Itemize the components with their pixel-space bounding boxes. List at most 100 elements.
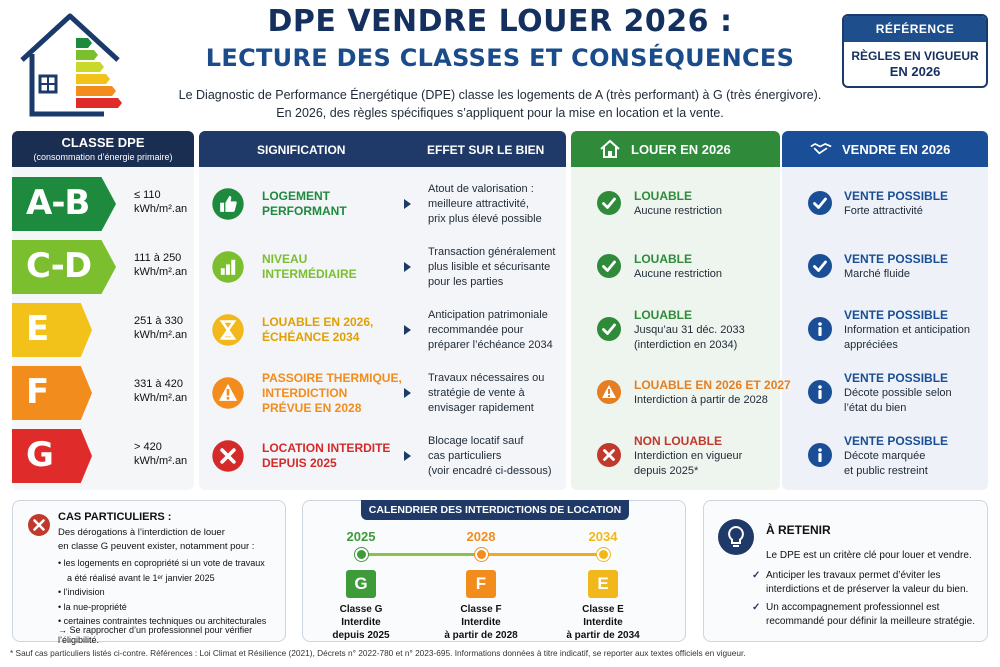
arrow-marker-icon (404, 262, 411, 272)
panel-signification (199, 167, 566, 490)
signification-line: INTERMÉDIAIRE (262, 267, 357, 281)
louer-status-detail: Aucune restriction (634, 204, 722, 219)
vendre-status-detail: Forte attractivité (844, 204, 923, 219)
dpe-class-badge: G (12, 429, 92, 483)
timeline-dot (355, 548, 368, 561)
vendre-status-detail: Décote possible selon l’état du bien (844, 386, 952, 416)
column-header-classe: CLASSE DPE (consommation d’énergie prima… (12, 131, 194, 167)
signification-icon-wrap (211, 376, 245, 410)
energy-range-value: > 420 (134, 441, 162, 453)
vendre-status-icon-wrap (807, 379, 833, 405)
louer-status-title: LOUABLE EN 2026 ET 2027 (634, 378, 791, 392)
effet-line: Atout de valorisation : (428, 182, 534, 195)
vendre-detail-line: Forte attractivité (844, 205, 923, 217)
bar-chart-icon (212, 251, 244, 283)
calendar-title: CALENDRIER DES INTERDICTIONS DE LOCATION (361, 500, 629, 520)
vendre-status-title: VENTE POSSIBLE (844, 307, 949, 322)
signification-icon-wrap (211, 313, 245, 347)
vendre-detail-line: Décote possible selon (844, 386, 952, 399)
louer-status-icon-wrap (596, 379, 622, 405)
dpe-class-letter: G (26, 435, 54, 475)
cross-circle-icon (597, 443, 621, 467)
calendar-year: 2025 (346, 529, 376, 544)
house-icon (600, 139, 620, 158)
vendre-detail-line: Marché fluide (844, 268, 911, 280)
effet-line: prix plus élevé possible (428, 212, 542, 225)
footnote: * Sauf cas particuliers listés ci-contre… (10, 648, 746, 658)
louer-detail-line: Interdiction à partir de 2028 (634, 394, 768, 406)
signification-icon-wrap (211, 187, 245, 221)
louer-detail-line: Jusqu’au 31 déc. 2033 (634, 323, 745, 336)
page-subtitle: LECTURE DES CLASSES ET CONSÉQUENCES (205, 44, 795, 72)
louer-status-detail: Jusqu’au 31 déc. 2033 (interdiction en 20… (634, 323, 745, 353)
effet-line: Travaux nécessaires ou (428, 371, 545, 384)
signification-line: PASSOIRE THERMIQUE, (262, 370, 402, 385)
reference-label: RÉFÉRENCE (844, 16, 986, 42)
vendre-status-icon-wrap (807, 253, 833, 279)
effet-line: Anticipation patrimoniale (428, 308, 548, 321)
reference-box: RÉFÉRENCE RÈGLES EN VIGUEUR EN 2026 (842, 14, 988, 88)
calendar-caption-line: Classe E (582, 604, 624, 615)
warning-icon (212, 377, 244, 409)
effet-text: Travaux nécessaires ou stratégie de vente… (428, 371, 544, 416)
table-row: F 331 à 420 kWh/m².an PASSOIRE THERMIQUE, IN… (0, 361, 1000, 423)
list-item: Un accompagnement professionnel est reco… (752, 601, 984, 629)
column-header-signification: SIGNIFICATION (257, 143, 346, 157)
vendre-status-detail: Décote marquée et public restreint (844, 449, 928, 479)
vendre-detail-line: et public restreint (844, 464, 928, 477)
lightbulb-icon (718, 519, 754, 555)
arrow-marker-icon (404, 388, 411, 398)
calendar-caption-line: Interdite (461, 617, 501, 628)
energy-range: 111 à 250 kWh/m².an (134, 251, 187, 279)
calendar-caption: Classe G Interdite depuis 2025 (311, 603, 411, 642)
calendar-year: 2028 (466, 529, 496, 544)
dpe-class-badge: A-B (12, 177, 116, 231)
energy-range-unit: kWh/m².an (134, 455, 188, 467)
list-item: • les logements en copropriété si un vot… (58, 558, 265, 568)
effet-text: Anticipation patrimoniale recommandée pou… (428, 308, 553, 353)
signification-line: LOGEMENT (262, 189, 330, 203)
louer-detail-line: Interdiction en vigueur (634, 449, 743, 462)
dpe-class-badge: C-D (12, 240, 116, 294)
thumbs-up-icon (212, 188, 244, 220)
signification-icon-wrap (211, 439, 245, 473)
dpe-class-badge: E (12, 303, 92, 357)
energy-range-value: 331 à 420 (134, 378, 183, 390)
dpe-class-badge: F (12, 366, 92, 420)
arrow-marker-icon (404, 199, 411, 209)
signification-icon-wrap (211, 250, 245, 284)
column-header-louer: LOUER EN 2026 (571, 131, 780, 167)
louer-status-title: NON LOUABLE (634, 433, 722, 448)
list-item: • l’indivision (58, 587, 105, 597)
vendre-detail-line: appréciées (844, 338, 898, 351)
vendre-status-title: VENTE POSSIBLE (844, 189, 949, 203)
column-header-effet: EFFET SUR LE BIEN (427, 143, 545, 157)
effet-text: Transaction généralement plus lisible et … (428, 245, 555, 290)
timeline-segment (481, 553, 603, 556)
column-header-vendre: VENDRE EN 2026 (782, 131, 988, 167)
check-circle-icon (597, 254, 621, 278)
louer-detail-line: Aucune restriction (634, 205, 723, 217)
retenir-title: À RETENIR (766, 523, 831, 537)
info-circle-icon (808, 380, 832, 404)
signification-line: INTERDICTION (262, 385, 348, 400)
effet-line: préparer l’échéance 2034 (428, 338, 553, 351)
signification-line: NIVEAU (262, 252, 308, 266)
signification-line: PRÉVUE EN 2028 (262, 400, 362, 415)
vendre-detail-line: l’état du bien (844, 401, 907, 414)
vendre-status-icon-wrap (807, 442, 833, 468)
signification-line: DEPUIS 2025 (262, 456, 337, 470)
vendre-detail-line: Information et anticipation (844, 323, 970, 336)
vendre-status-icon-wrap (807, 316, 833, 342)
vendre-status-title: VENTE POSSIBLE (844, 252, 949, 266)
calendar-caption-line: Classe G (339, 604, 383, 615)
vendre-status-title: VENTE POSSIBLE (844, 433, 949, 448)
louer-detail-line: Aucune restriction (634, 268, 723, 280)
check-circle-icon (597, 191, 621, 215)
vendre-detail-line: Décote marquée (844, 449, 926, 462)
louer-status-detail: Aucune restriction (634, 267, 722, 282)
calendar-caption-line: depuis 2025 (332, 630, 390, 641)
louer-detail-line: (interdiction en 2034) (634, 338, 738, 351)
check-circle-icon (597, 317, 621, 341)
energy-range-value: ≤ 110 (134, 189, 161, 201)
